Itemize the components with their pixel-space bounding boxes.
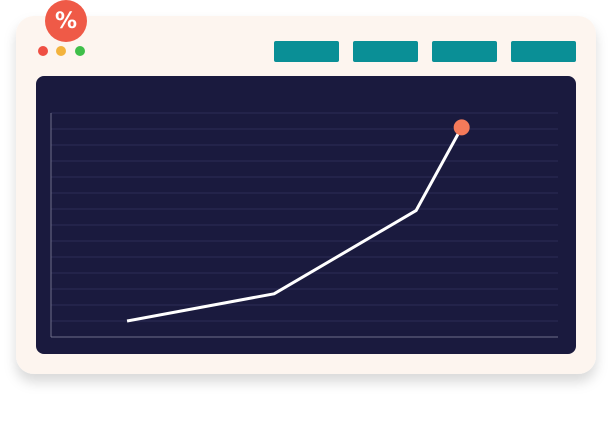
button[interactable] [274, 41, 339, 62]
chart-panel [36, 76, 576, 354]
line [126, 126, 463, 323]
badge [45, 0, 87, 42]
end-marker [453, 119, 470, 136]
plot [50, 112, 558, 338]
maximize-dot[interactable] [75, 46, 85, 56]
close-dot[interactable] [38, 46, 48, 56]
badge-label: % [55, 9, 77, 34]
minimize-dot[interactable] [56, 46, 66, 56]
button[interactable] [511, 41, 576, 62]
button[interactable] [432, 41, 497, 62]
button[interactable] [353, 41, 418, 62]
